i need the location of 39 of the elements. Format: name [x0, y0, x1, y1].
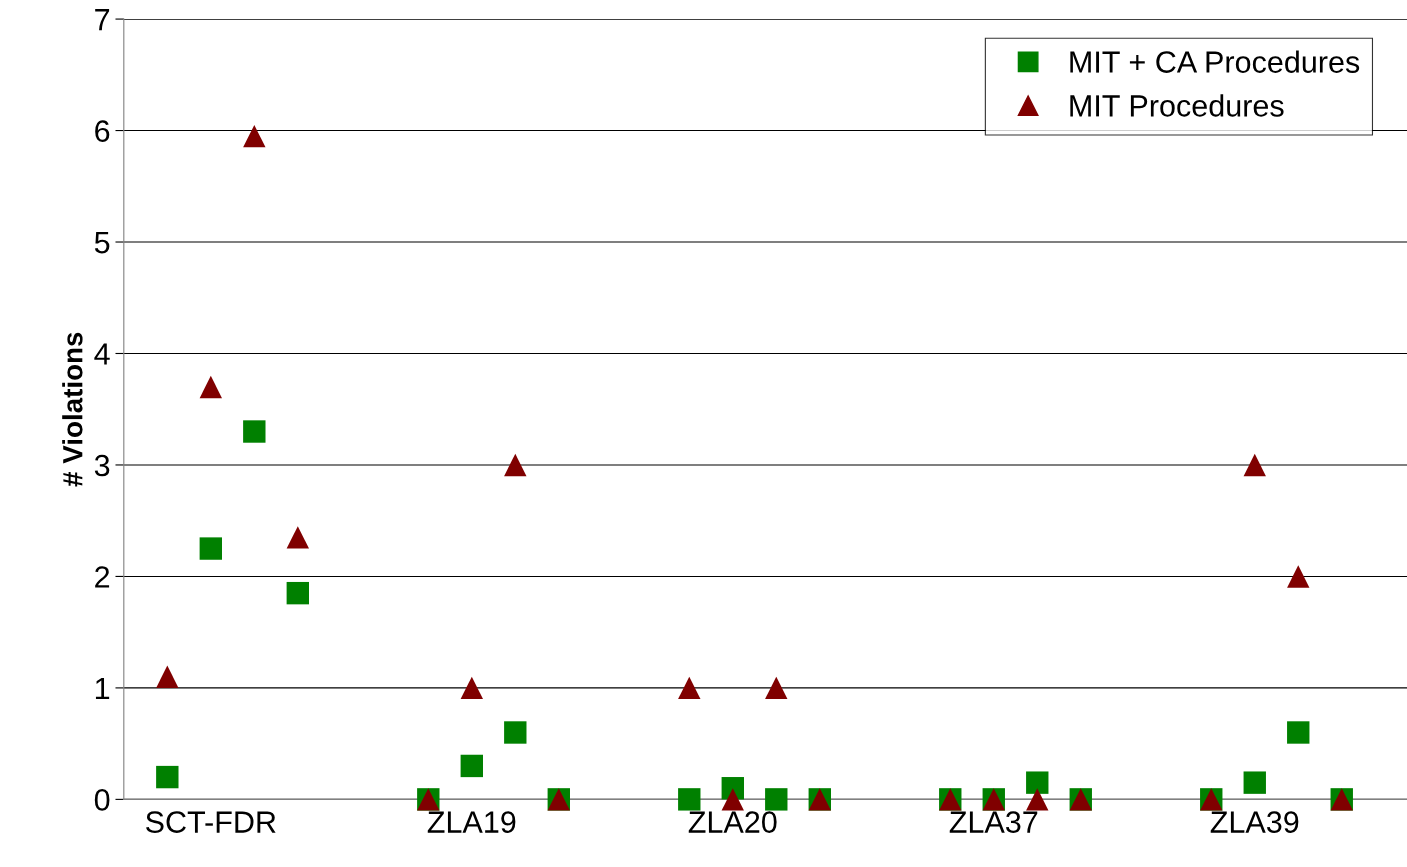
y-tick-label: 1	[95, 677, 110, 699]
y-tick-label: 2	[95, 566, 110, 588]
point	[1026, 788, 1049, 811]
y-tick-label: 0	[94, 789, 110, 811]
x-tick-label: ZLA20	[688, 811, 777, 833]
point	[460, 754, 483, 778]
point	[1287, 565, 1310, 588]
point	[1287, 721, 1310, 744]
point	[721, 788, 744, 811]
point	[1026, 771, 1049, 794]
y-tick-label: 6	[95, 120, 110, 142]
point	[765, 788, 788, 811]
y-axis-title: # Violations	[62, 332, 83, 487]
point	[504, 721, 527, 744]
point	[1243, 453, 1266, 477]
point	[286, 581, 309, 605]
point	[199, 537, 223, 560]
point	[504, 453, 527, 477]
point	[199, 375, 223, 399]
x-tick-label: ZLA37	[949, 811, 1038, 833]
point	[1243, 771, 1266, 794]
point	[286, 526, 309, 549]
x-tick-label: SCT-FDR	[146, 811, 276, 833]
point	[156, 765, 179, 789]
legend-label: MIT Procedures	[1070, 94, 1284, 117]
y-tick-label: 5	[94, 232, 110, 254]
point	[156, 665, 179, 688]
point	[765, 676, 788, 700]
point	[678, 676, 701, 700]
y-tick-label: 3	[94, 454, 110, 477]
point	[243, 124, 266, 148]
x-tick-label: ZLA39	[1210, 811, 1299, 833]
y-tick-label: 7	[95, 9, 110, 31]
point	[460, 676, 483, 700]
point	[678, 788, 701, 811]
y-tick-label: 4	[94, 343, 110, 365]
legend-label: MIT + CA Procedures	[1070, 50, 1360, 73]
x-tick-label: ZLA19	[427, 811, 516, 833]
point	[243, 420, 266, 443]
